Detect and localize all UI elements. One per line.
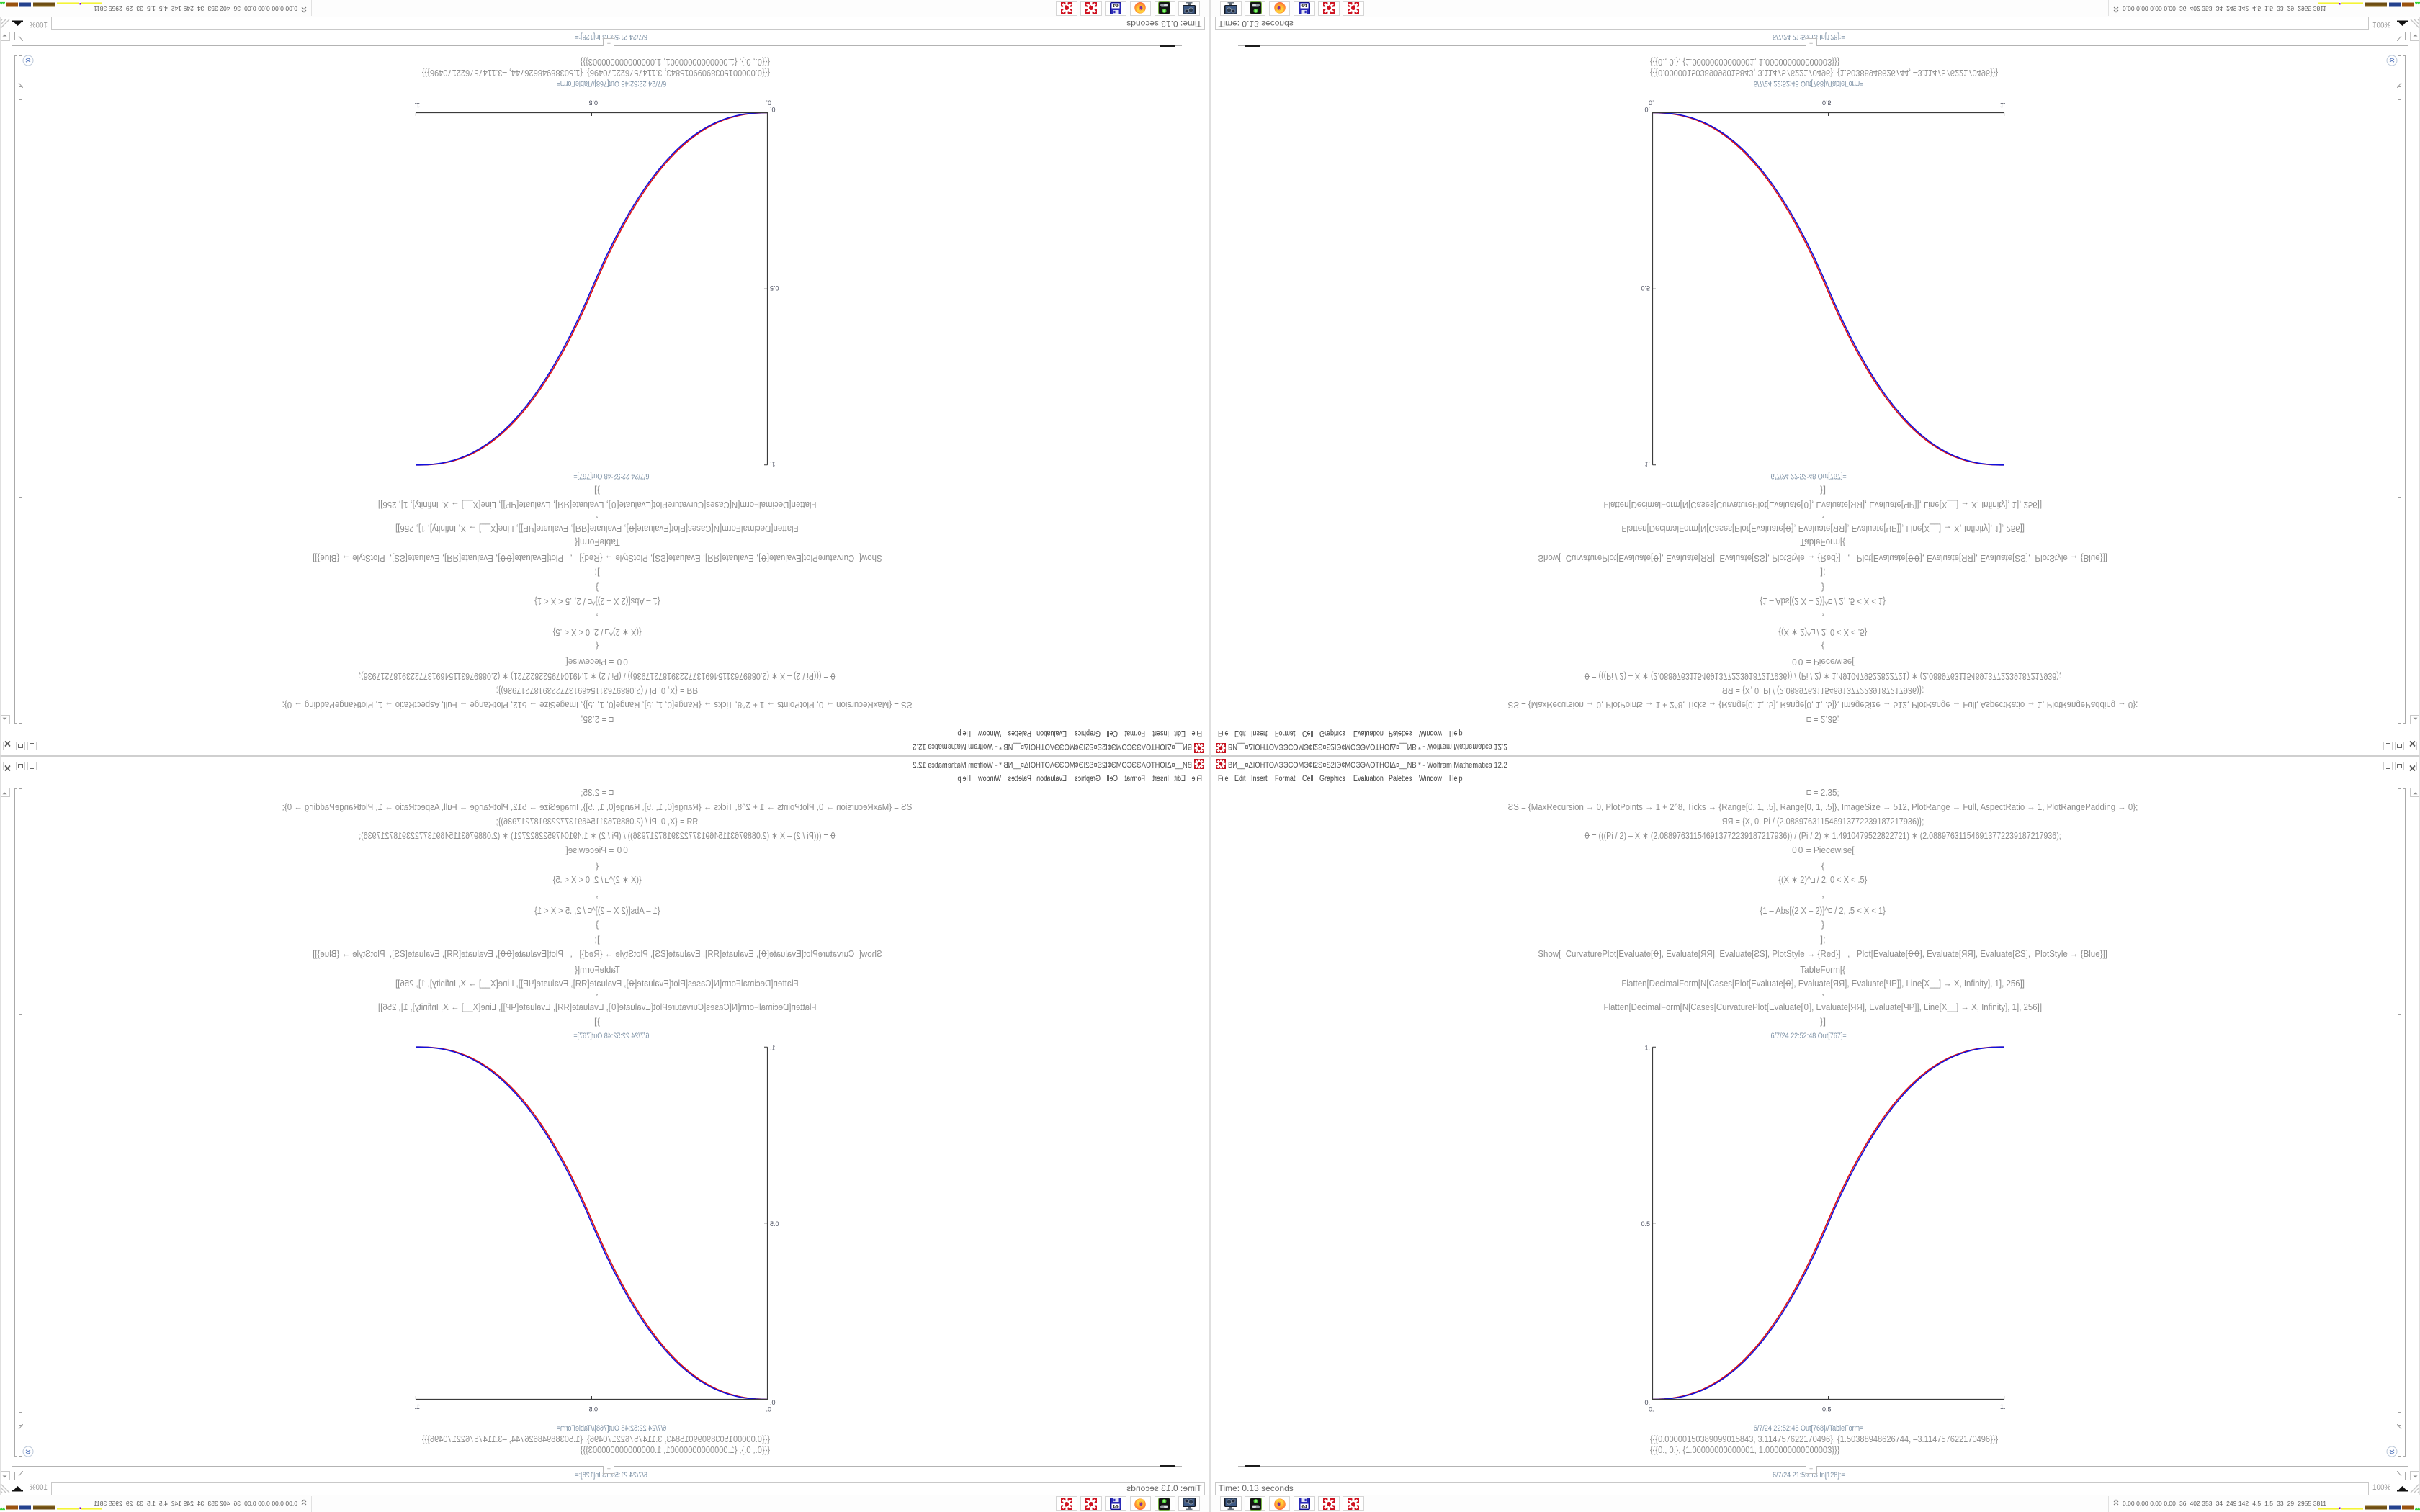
- svg-text:0.5: 0.5: [1641, 284, 1650, 292]
- svg-text:64: 64: [1301, 1505, 1307, 1510]
- svg-text:0.5: 0.5: [588, 1406, 598, 1413]
- svg-text:0.5: 0.5: [770, 1220, 779, 1228]
- svg-text:64: 64: [1113, 3, 1119, 8]
- svg-text:0.5: 0.5: [1822, 99, 1832, 107]
- svg-text:0.: 0.: [1644, 106, 1650, 113]
- svg-text:0.: 0.: [766, 99, 771, 107]
- svg-text:0.: 0.: [766, 1406, 771, 1413]
- svg-text:0.5: 0.5: [1641, 1220, 1650, 1228]
- svg-text:1.: 1.: [414, 1403, 420, 1410]
- svg-text:0.5: 0.5: [770, 284, 779, 292]
- svg-text:64: 64: [1113, 1505, 1119, 1510]
- svg-text:1.: 1.: [770, 1045, 776, 1052]
- svg-text:0.: 0.: [770, 106, 776, 113]
- svg-text:1.: 1.: [1644, 1045, 1650, 1052]
- svg-text:1.: 1.: [1644, 461, 1650, 468]
- svg-text:0.5: 0.5: [588, 99, 598, 107]
- svg-text:0.5: 0.5: [1822, 1406, 1832, 1413]
- svg-text:1.: 1.: [414, 102, 420, 109]
- svg-text:0.: 0.: [1649, 99, 1654, 107]
- svg-text:0.: 0.: [1644, 1399, 1650, 1406]
- svg-text:64: 64: [1301, 3, 1307, 8]
- svg-text:0.: 0.: [1649, 1406, 1654, 1413]
- svg-text:1.: 1.: [2000, 1403, 2006, 1410]
- svg-text:0.: 0.: [770, 1399, 776, 1406]
- svg-text:1.: 1.: [770, 461, 776, 468]
- svg-text:1.: 1.: [2000, 102, 2006, 109]
